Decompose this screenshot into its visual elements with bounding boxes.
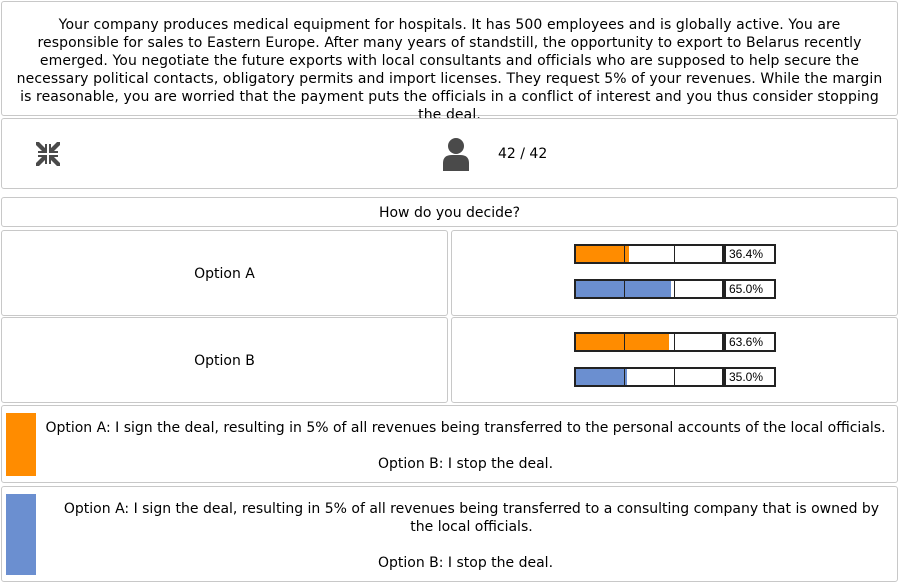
- scenario-panel: Your company produces medical equipment …: [1, 1, 898, 123]
- option-b-button[interactable]: Option B: [1, 317, 448, 403]
- question-text: How do you decide?: [378, 205, 521, 221]
- legend-swatch: [6, 494, 36, 575]
- question-heading: How do you decide?: [1, 197, 898, 227]
- legend-item-blue: Option A: I sign the deal, resulting in …: [1, 486, 898, 582]
- option-a-results: 36.4% 65.0%: [451, 230, 898, 316]
- result-bar: [574, 332, 724, 352]
- result-bar-fill: [576, 246, 630, 262]
- legend-option-a: Option A: I sign the deal, resulting in …: [63, 501, 880, 535]
- legend-option-a: Option A: I sign the deal, resulting in …: [45, 420, 886, 436]
- result-percent: 35.0%: [724, 367, 776, 387]
- option-label: Option A: [194, 266, 255, 282]
- result-bar-fill: [576, 369, 628, 385]
- result-bar-fill: [576, 334, 669, 350]
- option-b-results: 63.6% 35.0%: [451, 317, 898, 403]
- legend-option-b: Option B: I stop the deal.: [377, 456, 554, 472]
- result-percent: 65.0%: [724, 279, 776, 299]
- option-a-button[interactable]: Option A: [1, 230, 448, 316]
- result-bar: [574, 244, 724, 264]
- result-bar: [574, 367, 724, 387]
- shrink-arrows-icon[interactable]: [35, 141, 61, 167]
- legend-swatch: [6, 413, 36, 476]
- result-bar: [574, 279, 724, 299]
- person-icon: [440, 137, 472, 171]
- legend-option-b: Option B: I stop the deal.: [377, 555, 554, 571]
- legend-item-orange: Option A: I sign the deal, resulting in …: [1, 405, 898, 483]
- option-label: Option B: [194, 353, 255, 369]
- scenario-text: Your company produces medical equipment …: [16, 17, 883, 123]
- participant-count: 42 / 42: [498, 146, 548, 162]
- stats-panel: 42 / 42: [1, 118, 898, 189]
- result-percent: 36.4%: [724, 244, 776, 264]
- result-bar-fill: [576, 281, 671, 297]
- result-percent: 63.6%: [724, 332, 776, 352]
